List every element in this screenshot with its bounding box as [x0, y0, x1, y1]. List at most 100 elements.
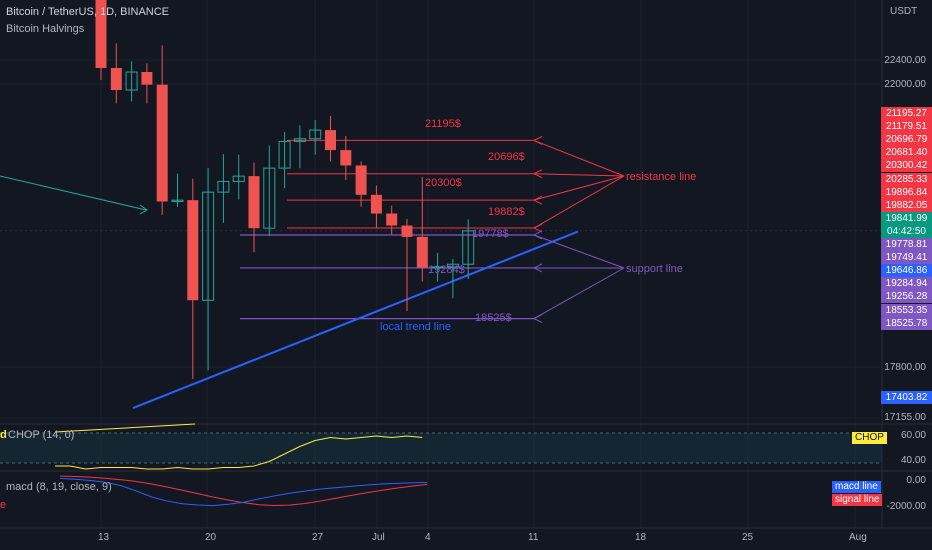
time-axis-label: 13 [98, 532, 110, 543]
macd-line-badge: macd line [832, 481, 881, 493]
signal-line-badge: signal line [832, 494, 883, 506]
candle-body [156, 84, 168, 202]
low-price-tag: 17403.82 [881, 391, 932, 404]
support-pointer-head [532, 263, 543, 273]
candle-body [340, 150, 352, 166]
price-tag: 19896.84 [881, 185, 932, 199]
indicator-label[interactable]: Bitcoin Halvings [6, 23, 85, 35]
time-axis-label: 11 [528, 532, 539, 543]
time-axis-label: 4 [425, 532, 431, 543]
time-axis-label: 27 [312, 532, 324, 543]
price-tag: 19882.05 [881, 198, 932, 212]
symbol-title[interactable]: Bitcoin / TetherUS, 1D, BINANCE [6, 6, 170, 18]
candle-body [309, 129, 322, 140]
macd-legend[interactable]: macd (8, 19, close, 9) [6, 481, 112, 493]
candle-body [110, 68, 122, 91]
resistance-pointer-head [532, 169, 543, 179]
candle-body [416, 236, 428, 268]
price-tag: 19749.41 [881, 251, 932, 265]
macd-line [59, 477, 428, 507]
macd-axis-label: 0.00 [906, 475, 926, 486]
price-axis-label: 17155.00 [884, 412, 926, 423]
support-level-label: 18525$ [475, 312, 512, 324]
resistance-pointer [533, 175, 625, 201]
candle-body [431, 266, 444, 269]
resistance-pointer-head [532, 223, 543, 233]
chop-legend[interactable]: CHOP (14, 0) [8, 429, 75, 441]
candle-body [263, 167, 276, 229]
chop-pane [0, 423, 882, 470]
resistance-level-label: 21195$ [425, 118, 461, 130]
resistance-annotation: resistance line [626, 171, 697, 183]
chop-axis-label: 60.00 [900, 430, 926, 441]
chop-axis-label: 40.00 [900, 455, 926, 466]
candle-body [187, 200, 199, 301]
price-tag: 19284.94 [881, 277, 932, 291]
candle-body [446, 263, 459, 268]
price-tag: 19646.86 [881, 264, 932, 278]
candle-body [202, 191, 215, 301]
candle-body [217, 180, 230, 193]
resistance-level-label: 19882$ [488, 206, 525, 218]
price-tag: 18525.78 [881, 316, 932, 330]
candle-body [325, 130, 336, 151]
price-tag: 18553.35 [881, 303, 932, 317]
price-tag: 19778.81 [881, 238, 932, 251]
currency-label: USDT [890, 6, 918, 17]
support-pointer-head [532, 314, 543, 324]
candle-body [125, 71, 138, 91]
support-pointer [533, 234, 625, 269]
halving-arrow [0, 175, 147, 211]
macd-prefix: e [0, 499, 7, 511]
candle-body [401, 225, 413, 237]
support-pointer [533, 267, 625, 320]
macd-axis-label: -2000.00 [886, 501, 926, 512]
candle-body [95, 0, 107, 69]
candle-body [355, 165, 367, 195]
time-axis-label: Jul [372, 532, 385, 543]
trend-annotation: local trend line [380, 321, 451, 333]
candle-body [462, 230, 475, 265]
macd-pane [59, 475, 428, 507]
price-axis-label: 22000.00 [884, 79, 926, 90]
candle-body [248, 176, 260, 229]
resistance-pointer [533, 175, 625, 229]
price-tag: 21195.27 [881, 107, 932, 120]
price-tag: 19841.99 [881, 211, 932, 225]
candle-body [278, 140, 291, 169]
resistance-pointer [533, 173, 625, 177]
resistance-pointer-head [532, 135, 543, 145]
price-tag: 04:42:50 [881, 224, 932, 238]
price-axis-label: 22400.00 [884, 55, 926, 66]
support-level-label: 19284$ [428, 264, 465, 276]
candle-body [171, 199, 184, 202]
time-axis-label: 20 [205, 532, 217, 543]
time-axis-label: 18 [635, 532, 647, 543]
resistance-pointer-head [532, 195, 543, 205]
annotation-lines [532, 135, 625, 324]
candles [95, 0, 475, 380]
price-axis-label: 17800.00 [884, 362, 926, 373]
price-tag: 20300.42 [881, 159, 932, 173]
price-tag: 20681.40 [881, 146, 932, 160]
price-tag: 20696.79 [881, 133, 932, 147]
chop-badge: CHOP [852, 432, 887, 444]
time-axis-label: Aug [849, 532, 867, 543]
resistance-pointer [533, 139, 625, 177]
support-pointer-head [532, 230, 543, 240]
price-tag: 19256.28 [881, 290, 932, 304]
chop-drawing [54, 423, 196, 433]
price-tag: 20285.33 [881, 172, 932, 186]
support-level-label: 19778$ [472, 228, 509, 240]
resistance-level-label: 20696$ [488, 151, 525, 163]
resistance-level-label: 20300$ [425, 177, 462, 189]
candle-body [386, 213, 398, 226]
chop-band [0, 433, 882, 463]
chop-line [55, 435, 423, 470]
candle-body [141, 72, 153, 85]
support-annotation: support line [626, 263, 683, 275]
price-tag: 21179.51 [881, 120, 932, 134]
time-axis-label: 25 [742, 532, 754, 543]
candle-body [293, 138, 306, 142]
